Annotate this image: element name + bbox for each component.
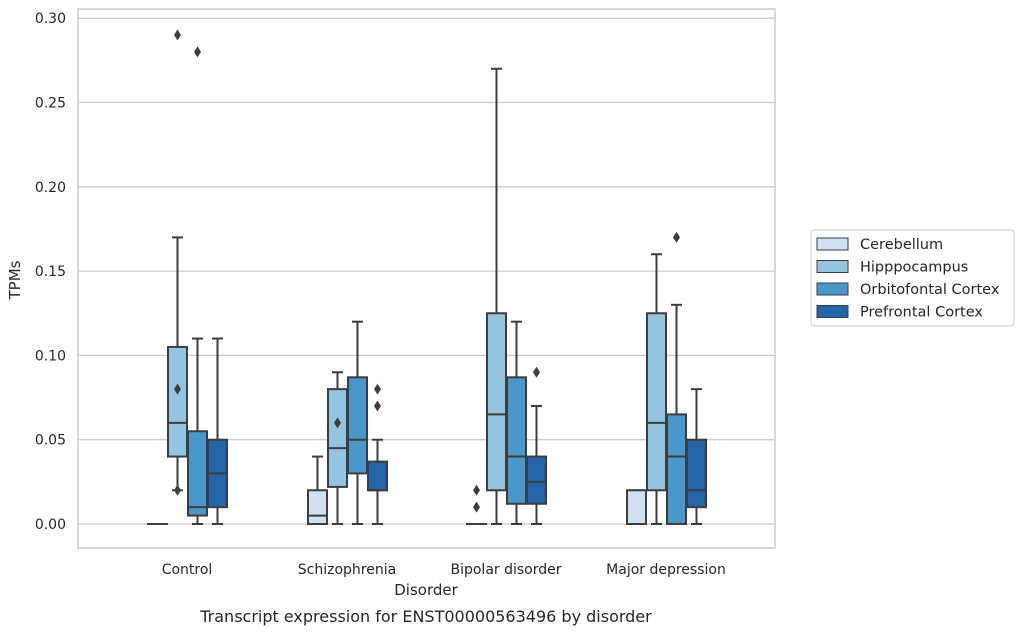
box-iqr [187, 430, 208, 517]
box-group [646, 253, 667, 525]
legend-label: Prefrontal Cortex [860, 305, 983, 321]
legend-items: Cerebellum Hipppocampus Orbitofontal Corte… [816, 237, 1000, 321]
y-tick-label: 0.20 [35, 180, 66, 196]
box-group [686, 388, 707, 525]
box-group [167, 29, 188, 496]
outlier-point [473, 484, 480, 496]
box-iqr [307, 489, 328, 525]
box-group [307, 455, 328, 525]
box-group [347, 320, 368, 525]
outlier-point [194, 46, 201, 58]
chart-caption: Transcript expression for ENST0000056349… [199, 607, 652, 626]
box-iqr [486, 312, 507, 492]
y-tick-label: 0.05 [35, 433, 66, 449]
box-group [486, 67, 507, 525]
y-tick-label: 0.25 [35, 96, 66, 112]
y-axis-label: TPMs [6, 260, 24, 300]
outlier-point [473, 501, 480, 513]
box-iqr [506, 376, 527, 505]
legend-label: Orbitofontal Cortex [860, 282, 1000, 298]
plot-area-frame [77, 8, 776, 549]
box-iqr [347, 376, 368, 475]
outlier-point [533, 366, 540, 378]
legend-swatch [816, 260, 849, 273]
box-iqr [526, 455, 547, 505]
box-iqr [327, 388, 348, 488]
outlier-point [174, 29, 181, 41]
y-tick-label: 0.10 [35, 348, 66, 364]
outlier-point [334, 417, 341, 429]
box-group [626, 489, 647, 525]
legend-label: Hipppocampus [860, 260, 968, 276]
x-tick-labels: Control Schizophrenia Bipolar disorder Majo… [162, 562, 726, 578]
outlier-point [673, 231, 680, 243]
box-iqr [686, 438, 707, 509]
box-iqr [167, 345, 188, 458]
box-group [666, 231, 687, 525]
box-group [466, 484, 487, 526]
legend-swatch [816, 305, 849, 318]
box-group [207, 337, 228, 525]
box-group [506, 320, 527, 525]
y-tick-labels: 0.00 0.05 0.10 0.15 0.20 0.25 0.30 [35, 11, 66, 533]
legend: Cerebellum Hipppocampus Orbitofontal Corte… [810, 229, 1015, 327]
outlier-point [174, 383, 181, 395]
legend-swatch [816, 282, 849, 296]
y-tick-label: 0.00 [35, 517, 66, 533]
box-iqr [626, 489, 647, 525]
box-group [187, 46, 208, 525]
x-tick-label: Control [162, 562, 213, 578]
box-group [327, 371, 348, 525]
y-tick-label: 0.30 [35, 11, 66, 27]
box-series [147, 29, 707, 526]
legend-frame [810, 229, 1015, 327]
x-tick-label: Schizophrenia [298, 562, 396, 578]
box-group [367, 383, 388, 525]
box-iqr [666, 413, 687, 525]
y-tick-label: 0.15 [35, 264, 66, 280]
legend-label: Cerebellum [860, 237, 943, 253]
outlier-point [174, 484, 181, 496]
legend-swatch [816, 237, 849, 251]
x-axis-label: Disorder [394, 581, 458, 599]
outlier-point [374, 400, 381, 412]
box-iqr [646, 312, 667, 492]
box-group [526, 366, 547, 525]
x-tick-label: Major depression [606, 562, 726, 578]
outlier-point [374, 383, 381, 395]
box-iqr [367, 460, 388, 492]
x-tick-label: Bipolar disorder [450, 562, 561, 578]
